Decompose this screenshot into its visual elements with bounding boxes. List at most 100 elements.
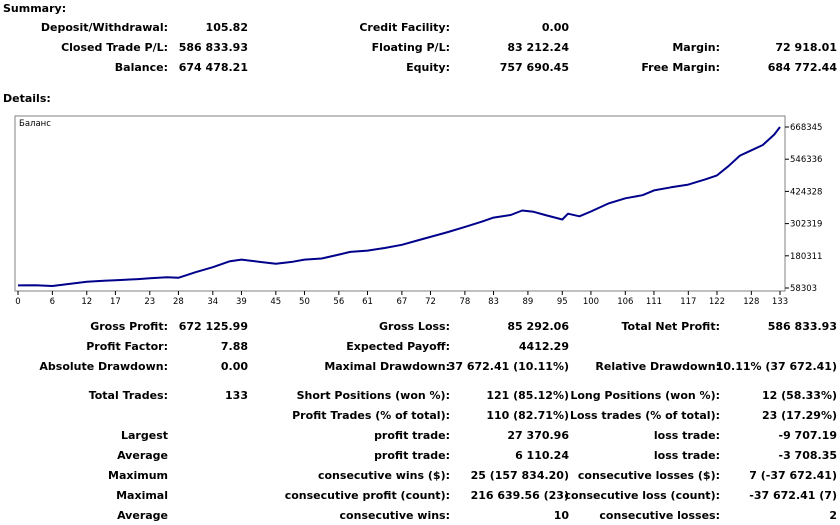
details-row-7-value-2: 6 110.24 — [515, 449, 569, 462]
details-title: Details: — [3, 92, 51, 105]
free-margin-value: 684 772.44 — [767, 61, 837, 74]
x-tick-label: 12 — [81, 297, 92, 307]
x-tick-label: 6 — [50, 297, 55, 307]
details-row-2-label-1: Profit Factor: — [86, 340, 168, 353]
x-tick-label: 56 — [333, 297, 344, 307]
x-tick-label: 111 — [646, 297, 662, 307]
details-row-2-value-1: 7.88 — [220, 340, 248, 353]
x-tick-label: 67 — [396, 297, 407, 307]
details-row-8-label-3: consecutive losses ($): — [577, 469, 720, 482]
closed-trade-label: Closed Trade P/L: — [61, 41, 168, 54]
details-row-4-label-2: Short Positions (won %): — [296, 389, 450, 402]
details-row-3-label-2: Maximal Drawdown: — [324, 360, 450, 373]
details-row-1-value-3: 586 833.93 — [767, 320, 837, 333]
closed-trade-value: 586 833.93 — [178, 41, 248, 54]
chart-title: Баланс — [19, 119, 51, 129]
details-row-9-value-3: -37 672.41 (7) — [749, 489, 837, 502]
details-row-1-label-1: Gross Profit: — [90, 320, 168, 333]
details-row-5-label-3: Loss trades (% of total): — [569, 409, 720, 422]
details-row-6-value-2: 27 370.96 — [507, 429, 569, 442]
x-tick-label: 17 — [110, 297, 121, 307]
credit-value: 0.00 — [541, 21, 569, 34]
summary-title: Summary: — [3, 2, 67, 15]
x-tick-label: 100 — [583, 297, 599, 307]
details-row-9-label-1: Maximal — [116, 489, 168, 502]
details-row-3-label-1: Absolute Drawdown: — [39, 360, 168, 373]
x-tick-label: 133 — [772, 297, 788, 307]
details-row-7-label-3: loss trade: — [653, 449, 720, 462]
details-row-10-label-1: Average — [117, 509, 168, 522]
x-tick-label: 72 — [425, 297, 436, 307]
floating-label: Floating P/L: — [371, 41, 450, 54]
details-row-9-value-2: 216 639.56 (23) — [470, 489, 569, 502]
details-row-1-value-2: 85 292.06 — [507, 320, 569, 333]
free-margin-label: Free Margin: — [641, 61, 720, 74]
equity-value: 757 690.45 — [499, 61, 569, 74]
details-row-1-label-3: Total Net Profit: — [621, 320, 721, 333]
details-row-6-value-3: -9 707.19 — [778, 429, 838, 442]
x-tick-label: 39 — [236, 297, 247, 307]
chart-plot-area — [14, 115, 786, 292]
balance-label: Balance: — [114, 61, 168, 74]
details-row-8-value-2: 25 (157 834.20) — [470, 469, 569, 482]
x-tick-label: 83 — [488, 297, 499, 307]
x-axis: 0 6 12 17 23 28 34 39 45 50 56 61 67 72 78 83 89 95 100 106… — [15, 291, 788, 307]
details-row-7-label-2: profit trade: — [374, 449, 450, 462]
details-row-1-value-1: 672 125.99 — [178, 320, 248, 333]
floating-value: 83 212.24 — [507, 41, 569, 54]
details-row-6-label-2: profit trade: — [374, 429, 450, 442]
details-row-5-value-2: 110 (82.71%) — [486, 409, 569, 422]
details-row-7-label-1: Average — [117, 449, 168, 462]
equity-label: Equity: — [406, 61, 450, 74]
x-tick-label: 78 — [459, 297, 470, 307]
x-tick-label: 117 — [680, 297, 696, 307]
details-row-10-label-3: consecutive losses: — [599, 509, 720, 522]
details-row-5-value-3: 23 (17.29%) — [761, 409, 837, 422]
details-row-4-value-3: 12 (58.33%) — [761, 389, 837, 402]
x-tick-label: 61 — [362, 297, 373, 307]
balance-chart: Баланс 668345 546336 424328 302319 180311 583… — [14, 115, 822, 307]
credit-label: Credit Facility: — [359, 21, 450, 34]
deposit-label: Deposit/Withdrawal: — [40, 21, 168, 34]
y-tick-label: 302319 — [790, 220, 822, 230]
x-tick-label: 45 — [270, 297, 281, 307]
x-tick-label: 128 — [743, 297, 759, 307]
x-tick-label: 50 — [299, 297, 310, 307]
balance-value: 674 478.21 — [178, 61, 248, 74]
details-row-5-label-2: Profit Trades (% of total): — [292, 409, 450, 422]
y-tick-label: 180311 — [790, 252, 822, 262]
details-row-6-label-1: Largest — [121, 429, 168, 442]
details-row-8-label-1: Maximum — [108, 469, 168, 482]
y-tick-label: 546336 — [790, 155, 822, 165]
details-row-10-value-2: 10 — [553, 509, 569, 522]
x-tick-label: 23 — [144, 297, 155, 307]
details-row-3-value-3: 10.11% (37 672.41) — [715, 360, 837, 373]
y-tick-label: 58303 — [790, 284, 817, 294]
details-row-3-value-1: 0.00 — [220, 360, 248, 373]
x-tick-label: 106 — [617, 297, 633, 307]
balance-line — [17, 126, 781, 287]
x-tick-label: 89 — [522, 297, 533, 307]
x-tick-label: 0 — [15, 297, 20, 307]
details-row-3-value-2: 37 672.41 (10.11%) — [447, 360, 569, 373]
details-row-10-value-3: 2 — [829, 509, 837, 522]
x-tick-label: 122 — [709, 297, 725, 307]
deposit-value: 105.82 — [205, 21, 248, 34]
details-row-3-label-3: Relative Drawdown: — [595, 360, 720, 373]
details-row-4-value-2: 121 (85.12%) — [486, 389, 569, 402]
details-row-4-label-1: Total Trades: — [88, 389, 168, 402]
y-tick-label: 424328 — [790, 187, 822, 197]
x-tick-label: 34 — [207, 297, 218, 307]
details-row-8-value-3: 7 (-37 672.41) — [749, 469, 837, 482]
details-row-2-label-2: Expected Payoff: — [346, 340, 450, 353]
details-row-1-label-2: Gross Loss: — [379, 320, 450, 333]
details-row-8-label-2: consecutive wins ($): — [317, 469, 450, 482]
details-row-6-label-3: loss trade: — [653, 429, 720, 442]
y-axis: 668345 546336 424328 302319 180311 58303 — [785, 123, 822, 294]
x-tick-label: 28 — [173, 297, 184, 307]
y-tick-label: 668345 — [790, 123, 822, 133]
details-row-10-label-2: consecutive wins: — [339, 509, 450, 522]
margin-value: 72 918.01 — [775, 41, 837, 54]
x-tick-label: 95 — [557, 297, 568, 307]
margin-label: Margin: — [672, 41, 720, 54]
